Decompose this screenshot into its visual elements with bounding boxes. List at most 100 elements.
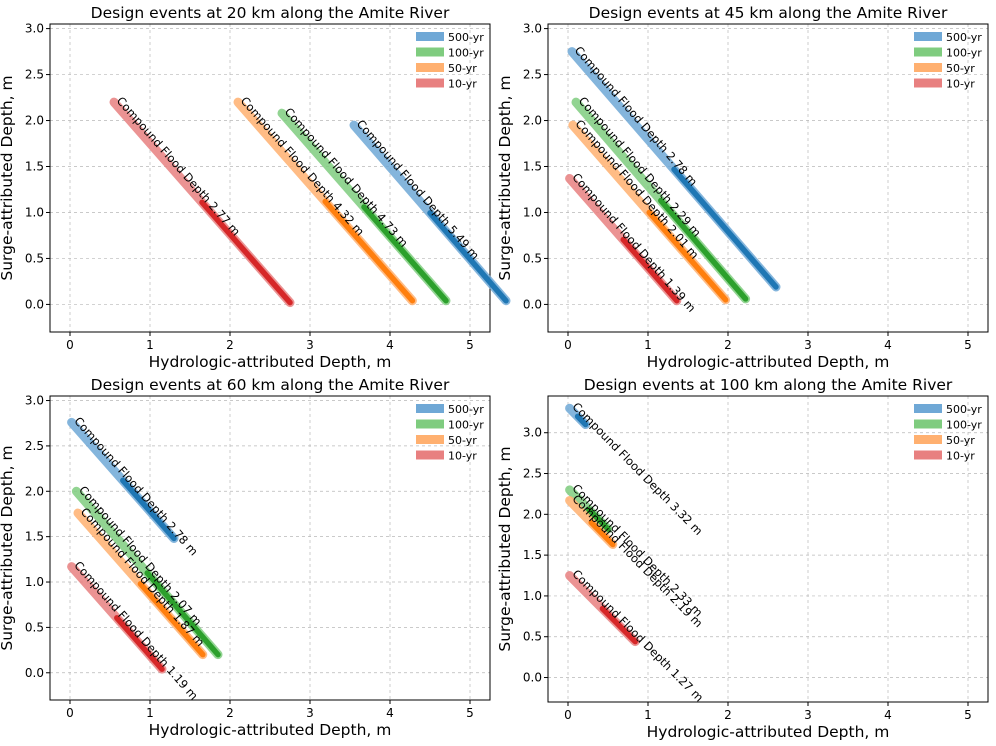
x-tick-label: 2 <box>724 338 732 352</box>
y-tick-label: 3.0 <box>25 22 44 36</box>
x-axis-label: Hydrologic-attributed Depth, m <box>149 353 392 371</box>
legend-swatch <box>914 419 942 429</box>
data-label: Compound Flood Depth 2.77 m <box>114 94 243 239</box>
legend-item: 50-yr <box>448 62 477 75</box>
plot-area <box>49 23 491 333</box>
x-tick-label: 2 <box>226 338 234 352</box>
series-line <box>137 581 206 658</box>
data-label: Compound Flood Depth 5.49 m <box>354 117 482 262</box>
legend-item: 10-yr <box>946 78 975 91</box>
x-tick-label: 4 <box>386 706 394 720</box>
y-tick-label: 3.0 <box>25 394 44 408</box>
y-tick-label: 1.0 <box>25 575 44 589</box>
series-line <box>427 210 509 304</box>
x-tick-label: 3 <box>804 338 812 352</box>
plot-area <box>547 23 989 333</box>
chart-title: Design events at 20 km along the Amite R… <box>91 4 450 22</box>
legend-swatch <box>914 435 942 444</box>
legend-item: 100-yr <box>448 419 484 432</box>
x-tick-label: 5 <box>964 338 972 352</box>
y-tick-label: 2.0 <box>523 507 542 521</box>
series-line <box>620 236 680 304</box>
x-tick-label: 2 <box>724 708 732 722</box>
y-tick-label: 2.5 <box>25 68 44 82</box>
y-tick-label: 1.0 <box>25 205 44 219</box>
x-axis-label: Hydrologic-attributed Depth, m <box>647 353 890 371</box>
x-tick-label: 3 <box>306 338 314 352</box>
legend-swatch <box>416 435 444 444</box>
x-tick-label: 3 <box>804 708 812 722</box>
series-line <box>646 209 729 303</box>
x-tick-label: 1 <box>146 706 154 720</box>
legend-swatch <box>914 63 942 72</box>
x-tick-label: 1 <box>644 338 652 352</box>
y-tick-label: 1.5 <box>523 160 542 174</box>
chart-4: Design events at 100 km along the Amite … <box>496 376 989 741</box>
legend-swatch <box>914 47 942 57</box>
y-tick-label: 0.0 <box>523 297 542 311</box>
legend-item: 10-yr <box>448 78 477 91</box>
legend-swatch <box>416 47 444 57</box>
y-axis-label: Surge-attributed Depth, m <box>0 75 16 280</box>
y-tick-label: 0.0 <box>523 671 542 685</box>
legend-item: 50-yr <box>946 434 975 447</box>
x-tick-label: 0 <box>66 706 74 720</box>
legend-swatch <box>914 32 942 41</box>
legend-swatch <box>914 450 942 460</box>
x-tick-label: 5 <box>466 338 474 352</box>
legend: 500-yr 100-yr 50-yr 10-yr <box>416 403 484 463</box>
y-tick-label: 3.0 <box>523 22 542 36</box>
plot-area <box>49 395 491 701</box>
series-line <box>120 477 177 542</box>
y-tick-label: 0.0 <box>25 666 44 680</box>
x-tick-label: 1 <box>146 338 154 352</box>
chart-3: Design events at 60 km along the Amite R… <box>0 376 491 739</box>
x-tick-label: 0 <box>564 708 572 722</box>
y-tick-label: 0.0 <box>25 297 44 311</box>
legend-swatch <box>416 450 444 460</box>
legend-item: 10-yr <box>448 450 477 463</box>
x-tick-label: 0 <box>66 338 74 352</box>
legend: 500-yr 100-yr 50-yr 10-yr <box>416 31 484 91</box>
y-axis-label: Surge-attributed Depth, m <box>496 446 514 651</box>
x-tick-label: 4 <box>386 338 394 352</box>
chart-title: Design events at 100 km along the Amite … <box>584 376 953 394</box>
legend-swatch <box>416 419 444 429</box>
legend-swatch <box>416 78 444 88</box>
series-line <box>574 413 589 428</box>
legend-item: 500-yr <box>946 31 982 44</box>
chart-2: Design events at 45 km along the Amite R… <box>496 4 989 371</box>
legend-swatch <box>416 404 444 413</box>
series-line <box>586 506 611 532</box>
legend-item: 10-yr <box>946 450 975 463</box>
legend-item: 50-yr <box>946 62 975 75</box>
y-tick-label: 1.5 <box>25 530 44 544</box>
y-tick-label: 0.5 <box>25 251 44 265</box>
legend-swatch <box>914 78 942 88</box>
x-tick-label: 4 <box>884 708 892 722</box>
series-line <box>671 166 779 290</box>
x-axis-label: Hydrologic-attributed Depth, m <box>149 721 392 739</box>
series-line <box>114 615 165 672</box>
x-tick-label: 5 <box>964 708 972 722</box>
y-tick-label: 1.5 <box>25 160 44 174</box>
y-tick-label: 2.5 <box>523 68 542 82</box>
x-axis-label: Hydrologic-attributed Depth, m <box>647 723 890 741</box>
series-line <box>588 519 616 548</box>
legend-item: 500-yr <box>448 403 484 416</box>
x-tick-label: 4 <box>884 338 892 352</box>
x-tick-label: 0 <box>564 338 572 352</box>
plot-area <box>547 395 989 703</box>
legend-swatch <box>416 32 444 41</box>
y-tick-label: 0.5 <box>523 251 542 265</box>
y-tick-label: 1.0 <box>523 589 542 603</box>
x-tick-label: 2 <box>226 706 234 720</box>
series-line <box>361 204 449 304</box>
y-tick-label: 2.5 <box>25 439 44 453</box>
legend-item: 100-yr <box>946 47 982 60</box>
x-tick-label: 3 <box>306 706 314 720</box>
y-tick-label: 0.5 <box>523 630 542 644</box>
series-line <box>599 605 638 645</box>
y-tick-label: 2.5 <box>523 467 542 481</box>
